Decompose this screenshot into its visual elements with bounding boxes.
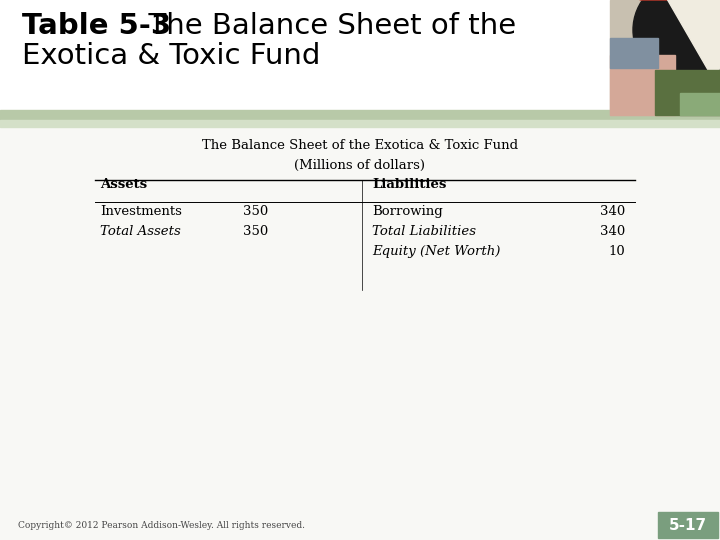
Bar bbox=[658, 512, 718, 538]
Bar bbox=[680, 93, 720, 115]
Bar bbox=[0, 120, 720, 127]
Text: The Balance Sheet of the Exotica & Toxic Fund: The Balance Sheet of the Exotica & Toxic… bbox=[202, 139, 518, 152]
Circle shape bbox=[633, 0, 720, 82]
Text: Table 5-3: Table 5-3 bbox=[22, 12, 171, 40]
Text: Investments: Investments bbox=[100, 205, 182, 218]
Bar bbox=[0, 115, 720, 540]
Text: (Millions of dollars): (Millions of dollars) bbox=[294, 159, 426, 172]
Bar bbox=[610, 0, 720, 115]
Text: 10: 10 bbox=[608, 245, 625, 258]
Text: Assets: Assets bbox=[100, 178, 147, 191]
Text: Total Liabilities: Total Liabilities bbox=[372, 225, 476, 238]
Bar bbox=[655, 70, 720, 115]
Bar bbox=[610, 38, 658, 68]
Text: 350: 350 bbox=[243, 225, 268, 238]
Bar bbox=[0, 110, 720, 120]
Text: Total Assets: Total Assets bbox=[100, 225, 181, 238]
Text: Exotica & Toxic Fund: Exotica & Toxic Fund bbox=[22, 42, 320, 70]
Text: 350: 350 bbox=[243, 205, 268, 218]
Text: Equity (Net Worth): Equity (Net Worth) bbox=[372, 245, 500, 258]
Text: 340: 340 bbox=[600, 205, 625, 218]
Bar bbox=[610, 55, 675, 115]
Text: Borrowing: Borrowing bbox=[372, 205, 443, 218]
Bar bbox=[0, 0, 720, 110]
Wedge shape bbox=[659, 0, 720, 75]
Text: Copyright© 2012 Pearson Addison-Wesley. All rights reserved.: Copyright© 2012 Pearson Addison-Wesley. … bbox=[18, 521, 305, 530]
Text: 5-17: 5-17 bbox=[669, 517, 707, 532]
Text: The Balance Sheet of the: The Balance Sheet of the bbox=[130, 12, 516, 40]
Text: 340: 340 bbox=[600, 225, 625, 238]
Text: Liabilities: Liabilities bbox=[372, 178, 446, 191]
